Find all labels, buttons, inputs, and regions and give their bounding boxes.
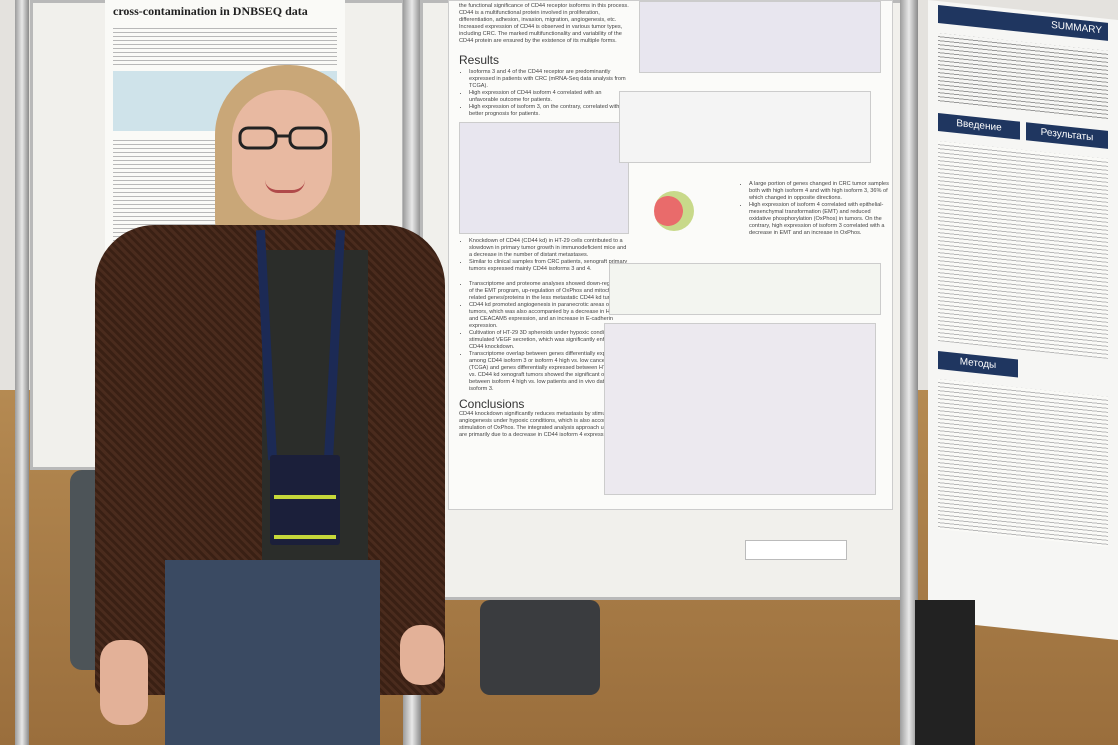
results-bullet: Cultivation of HT-29 3D spheroids under … (469, 330, 629, 351)
right-poster: SUMMARY Введение Результаты Методы (928, 0, 1118, 640)
woman-face (232, 90, 332, 220)
center-poster: the functional significance of CD44 rece… (448, 0, 893, 510)
smile (265, 180, 305, 193)
right-poster-methods-body (938, 379, 1108, 547)
side-bullet: High expression of isoform 4 correlated … (749, 202, 889, 237)
survival-curves-figure (619, 91, 871, 163)
venn-diagram (654, 191, 694, 231)
results-bullet: Transcriptome and proteome analyses show… (469, 281, 629, 302)
section-methods: Методы (938, 351, 1018, 378)
background-person (915, 600, 975, 745)
results-bullet: Knockdown of CD44 (CD44 kd) in HT-29 cel… (469, 238, 629, 259)
conclusions-text: CD44 knockdown significantly reduces met… (459, 411, 710, 438)
intro-text: the functional significance of CD44 rece… (459, 3, 629, 44)
jeans (165, 560, 380, 745)
conclusions-heading: Conclusions (459, 397, 525, 411)
board-pole (900, 0, 918, 745)
results-bullet: CD44 kd promoted angiogenesis in paranec… (469, 302, 629, 330)
results-bullet: Isoforms 3 and 4 of the CD44 receptor ar… (469, 69, 629, 90)
results-bullet: High expression of isoform 3, on the con… (469, 104, 629, 118)
board-pole (15, 0, 29, 745)
heatmap-figure (459, 122, 629, 234)
left-hand (100, 640, 148, 725)
section-intro: Введение (938, 113, 1020, 140)
results-bullet: Similar to clinical samples from CRC pat… (469, 259, 629, 273)
results-heading: Results (459, 53, 500, 67)
diagram-figure (639, 1, 881, 73)
background-person-legs (480, 600, 600, 695)
left-poster-title: cross-contamination in DNBSEQ data (113, 4, 308, 18)
right-poster-summary (938, 33, 1108, 121)
right-hand (400, 625, 444, 685)
poster-label-card (745, 540, 847, 560)
right-poster-body (938, 141, 1108, 359)
left-poster-authors (113, 25, 337, 65)
glasses-icon (238, 126, 328, 150)
bar-charts-figure (609, 263, 881, 315)
section-results: Результаты (1026, 122, 1108, 149)
name-badge (270, 455, 340, 545)
side-bullet: A large portion of genes changed in CRC … (749, 181, 889, 202)
badge-stripe (274, 535, 336, 539)
histology-figure (604, 323, 876, 495)
results-bullet: Transcriptome overlap between genes diff… (469, 351, 629, 393)
results-bullet: High expression of CD44 isoform 4 correl… (469, 90, 629, 104)
badge-stripe (274, 495, 336, 499)
